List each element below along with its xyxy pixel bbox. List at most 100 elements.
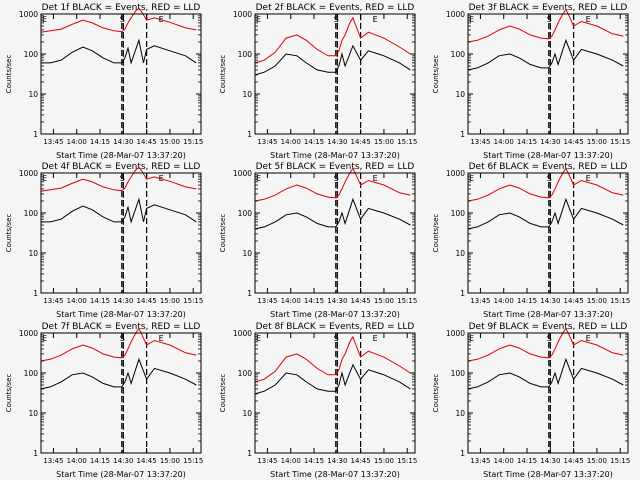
x-tick-label: 15:00 xyxy=(160,457,180,465)
panel-title: Det 7f BLACK = Events, RED = LLD xyxy=(42,322,201,332)
plot-frame xyxy=(467,13,629,135)
chart-panel-6f: Det 6f BLACK = Events, RED = LLD Counts/s… xyxy=(432,162,630,319)
x-tick-label: 13:45 xyxy=(257,457,277,465)
x-tick-label: 15:00 xyxy=(374,138,394,146)
x-tick-label: 14:30 xyxy=(113,297,133,305)
y-tick-label: 1 xyxy=(33,289,38,298)
plot-frame xyxy=(40,172,202,294)
marker-label-e: E xyxy=(256,15,261,24)
x-axis-label: Start Time (28-Mar-07 13:37:20) xyxy=(56,470,186,479)
panel-title: Det 2f BLACK = Events, RED = LLD xyxy=(256,3,415,13)
x-tick-label: 15:15 xyxy=(397,297,417,305)
y-tick-label: 1000 xyxy=(446,10,465,19)
y-tick-label: 1000 xyxy=(19,329,38,338)
x-axis-label: Start Time (28-Mar-07 13:37:20) xyxy=(56,310,186,319)
chart-panel-7f: Det 7f BLACK = Events, RED = LLD Counts/s… xyxy=(5,322,203,479)
events-series-line xyxy=(41,197,197,224)
events-series-line xyxy=(41,38,197,65)
lld-series-line xyxy=(467,8,624,43)
marker-label-e: E xyxy=(159,174,164,183)
x-tick-label: 15:15 xyxy=(610,457,630,465)
x-axis-label: Start Time (28-Mar-07 13:37:20) xyxy=(483,151,613,160)
x-tick-label: 14:00 xyxy=(281,138,301,146)
y-axis-label: Counts/sec xyxy=(432,55,440,94)
lld-series-line xyxy=(467,327,624,362)
marker-label-e: E xyxy=(373,15,378,24)
y-axis-label: Counts/sec xyxy=(432,214,440,253)
plot-frame xyxy=(467,172,629,294)
y-tick-label: 100 xyxy=(24,369,39,378)
x-axis-label: Start Time (28-Mar-07 13:37:20) xyxy=(56,151,186,160)
x-tick-label: 14:45 xyxy=(564,297,584,305)
marker-label-e: E xyxy=(373,334,378,343)
x-tick-label: 14:30 xyxy=(113,138,133,146)
x-tick-label: 14:30 xyxy=(540,297,560,305)
x-tick-label: 14:00 xyxy=(67,297,87,305)
chart-panel-1f: Det 1f BLACK = Events, RED = LLD Counts/s… xyxy=(5,3,203,160)
x-tick-label: 15:00 xyxy=(587,138,607,146)
y-axis-label: Counts/sec xyxy=(219,214,227,253)
lld-series-line xyxy=(40,327,197,362)
marker-label-e: E xyxy=(256,174,261,183)
y-tick-label: 1 xyxy=(33,449,38,458)
marker-label-e: E xyxy=(256,334,261,343)
events-series-line xyxy=(254,363,411,395)
x-tick-label: 14:15 xyxy=(90,457,110,465)
x-tick-label: 15:15 xyxy=(183,138,203,146)
marker-label-s: S xyxy=(120,174,125,183)
y-tick-label: 1000 xyxy=(233,329,252,338)
chart-panel-3f: Det 3f BLACK = Events, RED = LLD Counts/s… xyxy=(432,3,630,160)
chart-panel-8f: Det 8f BLACK = Events, RED = LLD Counts/s… xyxy=(219,322,417,479)
y-tick-label: 10 xyxy=(242,409,252,418)
marker-label-e: E xyxy=(469,15,474,24)
marker-label-s: S xyxy=(334,334,339,343)
events-series-line xyxy=(467,38,624,71)
panel-title: Det 1f BLACK = Events, RED = LLD xyxy=(42,3,201,13)
y-tick-label: 1 xyxy=(460,130,465,139)
x-tick-label: 14:30 xyxy=(327,457,347,465)
y-tick-label: 10 xyxy=(242,249,252,258)
x-tick-label: 15:15 xyxy=(610,138,630,146)
x-tick-label: 14:15 xyxy=(304,457,324,465)
x-tick-label: 14:00 xyxy=(67,457,87,465)
y-tick-label: 1000 xyxy=(233,10,252,19)
y-axis-label: Counts/sec xyxy=(432,374,440,413)
lld-series-line xyxy=(40,166,197,192)
y-tick-label: 100 xyxy=(451,50,466,59)
marker-label-s: S xyxy=(120,15,125,24)
lld-series-line xyxy=(254,167,411,202)
y-tick-label: 100 xyxy=(451,369,466,378)
x-tick-label: 14:00 xyxy=(67,138,87,146)
x-tick-label: 14:00 xyxy=(494,457,514,465)
x-tick-label: 15:00 xyxy=(160,138,180,146)
x-tick-label: 14:15 xyxy=(90,138,110,146)
x-tick-label: 14:30 xyxy=(540,457,560,465)
y-tick-label: 100 xyxy=(24,209,39,218)
events-series-line xyxy=(254,44,411,76)
y-tick-label: 10 xyxy=(28,249,38,258)
panel-title: Det 9f BLACK = Events, RED = LLD xyxy=(469,322,628,332)
marker-label-s: S xyxy=(547,174,552,183)
marker-label-e: E xyxy=(586,15,591,24)
y-tick-label: 1000 xyxy=(19,10,38,19)
panel-title: Det 8f BLACK = Events, RED = LLD xyxy=(256,322,415,332)
x-tick-label: 14:00 xyxy=(494,297,514,305)
x-tick-label: 15:00 xyxy=(160,297,180,305)
x-tick-label: 14:45 xyxy=(137,138,157,146)
y-tick-label: 100 xyxy=(238,209,253,218)
marker-label-e: E xyxy=(42,15,47,24)
y-tick-label: 10 xyxy=(28,409,38,418)
marker-label-s: S xyxy=(334,15,339,24)
x-tick-label: 14:45 xyxy=(137,457,157,465)
x-axis-label: Start Time (28-Mar-07 13:37:20) xyxy=(483,310,613,319)
marker-label-s: S xyxy=(547,15,552,24)
y-tick-label: 10 xyxy=(28,90,38,99)
x-tick-label: 14:45 xyxy=(137,297,157,305)
chart-panel-4f: Det 4f BLACK = Events, RED = LLD Counts/s… xyxy=(5,162,203,319)
lld-series-line xyxy=(40,7,197,33)
marker-label-e: E xyxy=(469,334,474,343)
x-tick-label: 13:45 xyxy=(470,138,490,146)
x-tick-label: 14:45 xyxy=(564,457,584,465)
x-tick-label: 15:15 xyxy=(183,457,203,465)
x-tick-label: 14:45 xyxy=(351,297,371,305)
